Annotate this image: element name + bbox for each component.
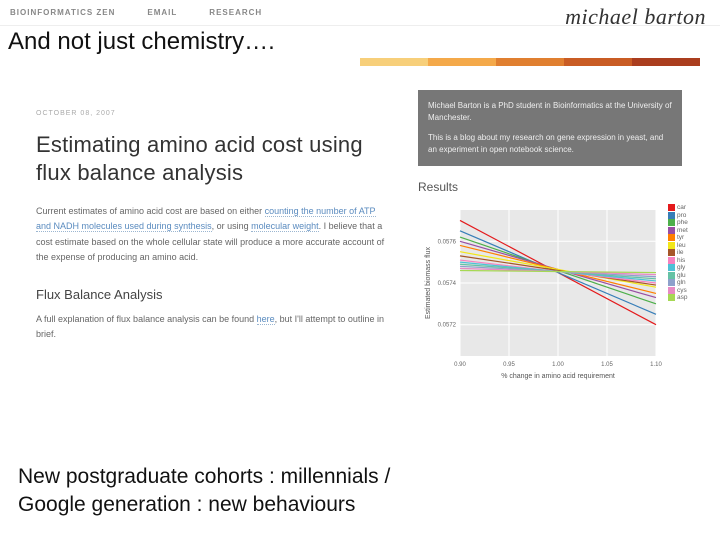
legend-swatch — [668, 287, 675, 294]
site-brand: michael barton — [565, 4, 706, 30]
main-content: OCTOBER 08, 2007 Estimating amino acid c… — [0, 90, 720, 382]
legend-swatch — [668, 257, 675, 264]
legend-swatch — [668, 249, 675, 256]
legend-label: pro — [677, 212, 686, 219]
legend-swatch — [668, 279, 675, 286]
legend-swatch — [668, 204, 675, 211]
legend-item: met — [668, 227, 702, 234]
svg-text:1.05: 1.05 — [601, 362, 613, 368]
legend-label: tyr — [677, 234, 684, 241]
legend-item: phe — [668, 219, 702, 226]
legend-item: tyr — [668, 234, 702, 241]
svg-text:0.0574: 0.0574 — [438, 281, 457, 287]
svg-text:1.00: 1.00 — [552, 362, 564, 368]
nav-item[interactable]: EMAIL — [147, 8, 177, 17]
post-title: Estimating amino acid cost using flux ba… — [36, 131, 388, 186]
legend-item: pro — [668, 212, 702, 219]
legend-swatch — [668, 212, 675, 219]
chart-legend: carprophemettyrleuilehisglygluglncysasp — [668, 204, 702, 302]
post-subheading: Flux Balance Analysis — [36, 287, 388, 302]
legend-item: his — [668, 257, 702, 264]
svg-text:0.90: 0.90 — [454, 362, 466, 368]
svg-text:% change in amino acid require: % change in amino acid requirement — [501, 373, 615, 380]
legend-swatch — [668, 242, 675, 249]
svg-text:0.95: 0.95 — [503, 362, 515, 368]
results-chart: 0.0572 0.0574 0.0576 0.90 0.95 1.00 1.05 1.10 % … — [418, 202, 698, 382]
legend-label: car — [677, 204, 686, 211]
post-paragraph: A full explanation of flux balance analy… — [36, 312, 388, 343]
legend-swatch — [668, 227, 675, 234]
legend-label: his — [677, 257, 685, 264]
legend-label: asp — [677, 294, 687, 301]
post-paragraph: Current estimates of amino acid cost are… — [36, 204, 388, 265]
slide-overlay-bottom: New postgraduate cohorts : millennials /… — [18, 463, 418, 518]
legend-item: asp — [668, 294, 702, 301]
link-mw[interactable]: molecular weight — [251, 221, 319, 232]
legend-label: gln — [677, 279, 686, 286]
sidebar: Michael Barton is a PhD student in Bioin… — [400, 90, 700, 382]
legend-item: glu — [668, 272, 702, 279]
svg-text:1.10: 1.10 — [650, 362, 662, 368]
legend-label: ile — [677, 249, 684, 256]
legend-label: glu — [677, 272, 686, 279]
legend-item: cys — [668, 287, 702, 294]
legend-item: ile — [668, 249, 702, 256]
legend-item: car — [668, 204, 702, 211]
legend-item: gly — [668, 264, 702, 271]
results-heading: Results — [418, 180, 682, 194]
post-date: OCTOBER 08, 2007 — [36, 110, 388, 117]
legend-swatch — [668, 219, 675, 226]
legend-label: met — [677, 227, 688, 234]
legend-label: phe — [677, 219, 688, 226]
brand-stripe — [360, 58, 700, 66]
bio-text: Michael Barton is a PhD student in Bioin… — [428, 100, 672, 124]
bio-text: This is a blog about my research on gene… — [428, 132, 672, 156]
legend-swatch — [668, 272, 675, 279]
nav-item[interactable]: BIOINFORMATICS ZEN — [10, 8, 115, 17]
legend-item: gln — [668, 279, 702, 286]
legend-label: gly — [677, 264, 685, 271]
svg-text:0.0576: 0.0576 — [438, 239, 457, 245]
legend-swatch — [668, 264, 675, 271]
svg-text:0.0572: 0.0572 — [438, 323, 457, 329]
bio-box: Michael Barton is a PhD student in Bioin… — [418, 90, 682, 166]
slide-overlay-title: And not just chemistry…. — [8, 28, 275, 56]
legend-label: cys — [677, 287, 687, 294]
legend-item: leu — [668, 242, 702, 249]
link-here[interactable]: here — [257, 314, 275, 325]
legend-swatch — [668, 234, 675, 241]
nav-item[interactable]: RESEARCH — [209, 8, 262, 17]
svg-text:Estimated biomass flux: Estimated biomass flux — [425, 247, 432, 319]
chart-svg: 0.0572 0.0574 0.0576 0.90 0.95 1.00 1.05 1.10 % … — [418, 202, 698, 382]
legend-label: leu — [677, 242, 686, 249]
article: OCTOBER 08, 2007 Estimating amino acid c… — [0, 90, 400, 382]
legend-swatch — [668, 294, 675, 301]
